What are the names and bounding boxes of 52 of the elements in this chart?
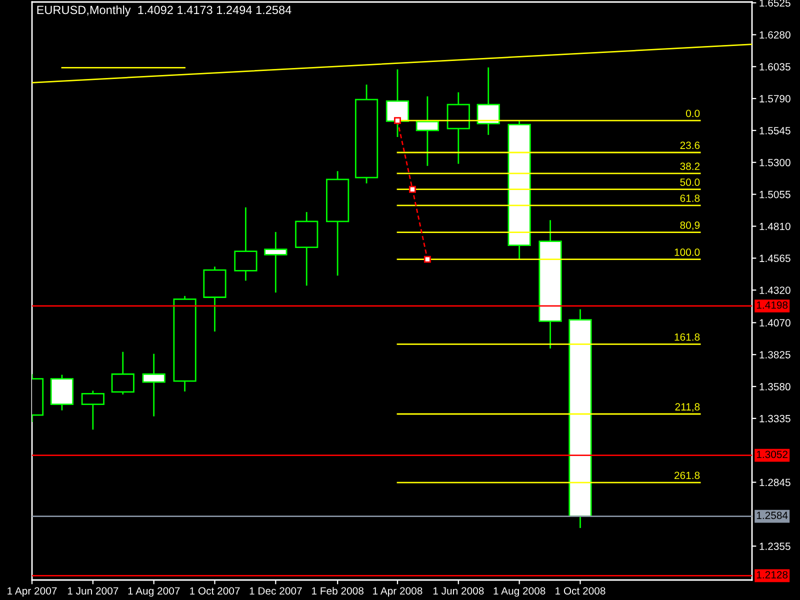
y-tick-label: 1.5545 (760, 127, 790, 134)
y-tick-label: 1.2845 (760, 478, 790, 486)
candlestick (234, 206, 258, 282)
x-tick-label: 1 Dec 2007 (250, 587, 302, 595)
x-tick-label: 1 Feb 2008 (312, 586, 364, 595)
point (424, 256, 431, 263)
candlestick (386, 68, 410, 138)
y-tick-label: 1.6280 (760, 31, 790, 39)
y-tick-label: 1.4565 (760, 254, 790, 262)
series-label: 0.0 (686, 110, 700, 118)
candlestick (476, 66, 500, 136)
series-label: 61.8 (680, 194, 700, 202)
ref-line-label: 1.4198 (756, 301, 788, 309)
x-tick-label: 1 Apr 2008 (373, 587, 422, 597)
x-tick-label: 1 Apr 2007 (8, 587, 57, 597)
series-label: 80,9 (680, 222, 700, 230)
chart-title: EURUSD,Monthly 1.4092 1.4173 1.2494 1.2584 (37, 5, 292, 16)
series-label: 23.6 (680, 142, 700, 150)
y-tick-label: 1.4320 (760, 286, 790, 294)
ref-line-label: 1.2584 (756, 512, 788, 520)
x-tick-label: 1 Jun 2008 (433, 587, 484, 595)
series-label: 50.0 (680, 178, 700, 186)
point (409, 186, 416, 193)
x-tick-label: 1 Aug 2007 (128, 587, 180, 597)
series-label: 161.8 (674, 333, 700, 341)
y-tick-label: 1.3580 (760, 383, 790, 390)
series-label: 100.0 (674, 248, 700, 256)
candlestick (111, 351, 134, 396)
x-tick-label: 1 Oct 2008 (556, 587, 606, 595)
x-tick-label: 1 Aug 2008 (494, 587, 546, 597)
candlestick (416, 96, 440, 167)
y-tick-label: 1.5300 (760, 158, 790, 166)
ref-line-label: 1.2128 (756, 571, 788, 578)
candlestick (81, 390, 104, 430)
candlestick (142, 353, 166, 418)
candlestick (446, 92, 470, 165)
y-tick-label: 1.3825 (760, 351, 790, 358)
y-tick-label: 1.3335 (760, 414, 790, 422)
y-tick-label: 1.2355 (760, 542, 790, 550)
candlestick (264, 231, 288, 294)
y-tick-label: 1.6035 (760, 63, 790, 71)
point (394, 117, 401, 124)
y-tick-label: 1.5055 (760, 190, 790, 198)
series-label: 38.2 (680, 162, 700, 170)
y-tick-label: 1.4810 (760, 222, 790, 230)
y-tick-label: 1.4070 (760, 319, 790, 327)
ref-line-label: 1.3052 (756, 450, 788, 458)
series-label: 211,8 (675, 403, 700, 412)
x-tick-label: 1 Oct 2007 (190, 587, 240, 595)
series-label: 261.8 (674, 472, 700, 480)
y-tick-label: 1.5790 (760, 95, 790, 102)
x-tick-label: 1 Jun 2007 (68, 587, 118, 595)
